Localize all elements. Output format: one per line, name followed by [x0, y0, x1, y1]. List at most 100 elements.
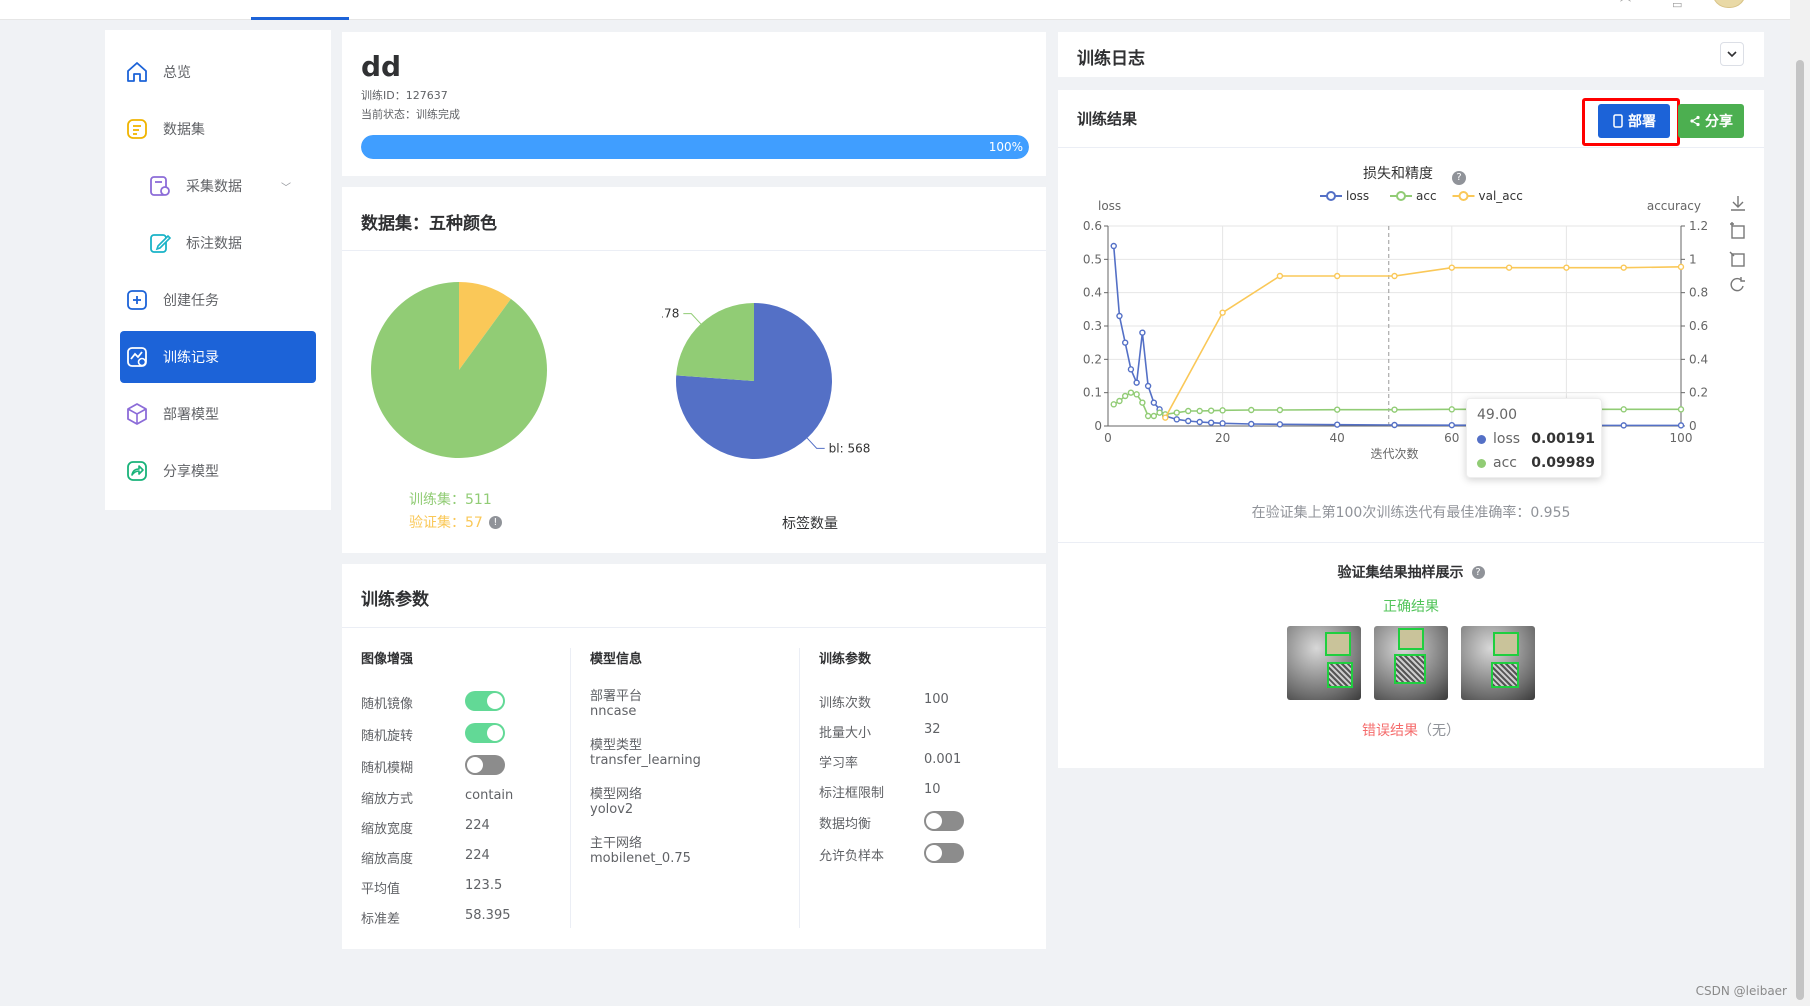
progress-fill: 100%: [361, 135, 1029, 159]
pie-slice: [676, 303, 754, 381]
acc-point: [1207, 407, 1215, 414]
loss-point: [1620, 422, 1627, 429]
samples-header: 验证集结果抽样展示 ?: [1058, 562, 1764, 582]
message-icon[interactable]: ▭: [1672, 0, 1683, 11]
sidebar-item-annotate[interactable]: 标注数据: [148, 217, 311, 269]
acc-point: [1150, 412, 1158, 420]
tooltip-row-loss: loss 0.00191: [1477, 431, 1595, 447]
negative-samples-toggle[interactable]: [924, 843, 964, 863]
acc-point: [1144, 412, 1152, 420]
training-log-card[interactable]: 训练日志: [1058, 32, 1764, 77]
divider: [1058, 147, 1764, 148]
home-icon: [125, 60, 149, 84]
phone-icon: [1613, 114, 1623, 128]
expand-log-button[interactable]: [1720, 42, 1744, 66]
page-scrollbar[interactable]: [1790, 0, 1810, 1006]
info-icon[interactable]: !: [488, 515, 502, 529]
samples-title: 验证集结果抽样展示: [1337, 565, 1464, 581]
x-tick-label: 20: [1215, 431, 1230, 445]
sidebar-item-training-records[interactable]: 训练记录: [120, 331, 316, 383]
plus-icon: [125, 288, 149, 312]
y-left-tick-label: 0.4: [1083, 286, 1102, 300]
sidebar-item-deploy-model[interactable]: 部署模型: [125, 388, 311, 440]
sidebar-item-share-model[interactable]: 分享模型: [125, 445, 311, 497]
sample-image[interactable]: [1374, 626, 1448, 700]
param-value: yolov2: [590, 802, 634, 817]
sidebar-item-label: 标注数据: [186, 236, 242, 252]
acc-point: [1620, 406, 1627, 413]
param-label: 随机旋转: [361, 729, 414, 744]
loss-point: [1276, 421, 1284, 428]
param-value: 32: [924, 722, 941, 737]
random-rotate-toggle[interactable]: [465, 723, 505, 743]
label-count-caption: 标签数量: [782, 516, 838, 532]
acc-point: [1116, 397, 1123, 405]
scrollbar-thumb[interactable]: [1796, 60, 1804, 1000]
acc-point: [1196, 407, 1203, 415]
dataset-icon: [125, 117, 149, 141]
help-icon[interactable]: ⌒: [1620, 0, 1631, 11]
y-axis-right-label: accuracy: [1647, 199, 1701, 213]
y-right-tick-label: 0.8: [1689, 286, 1708, 300]
sidebar-item-create-task[interactable]: 创建任务: [125, 274, 311, 326]
random-mirror-toggle[interactable]: [465, 691, 505, 711]
avatar[interactable]: [1712, 0, 1746, 8]
share-label: 分享: [1705, 114, 1733, 130]
acc-point: [1156, 409, 1163, 416]
sidebar-item-overview[interactable]: 总览: [125, 46, 311, 98]
job-id: 训练ID：127637: [361, 89, 448, 102]
sample-image[interactable]: [1461, 626, 1535, 700]
y-right-tick-label: 1: [1689, 252, 1697, 266]
val_acc-point: [1162, 414, 1169, 421]
param-label: 标注框限制: [819, 786, 885, 801]
param-label: 部署平台: [590, 689, 643, 704]
acc-point: [1276, 406, 1284, 414]
refresh-icon[interactable]: [1730, 277, 1745, 292]
zoom-icon[interactable]: [1730, 222, 1745, 239]
loss-point: [1248, 420, 1255, 428]
label-pie-chart: bl: 568 ye: 178: [662, 303, 870, 459]
val-count-label: 验证集：57: [409, 515, 483, 531]
acc-point: [1127, 389, 1135, 396]
param-value: 224: [465, 848, 490, 863]
param-value: nncase: [590, 704, 637, 719]
y-left-tick-label: 0.6: [1083, 219, 1102, 233]
samples-help-icon[interactable]: ?: [1471, 565, 1485, 579]
val_acc-point: [1677, 263, 1685, 271]
params-title: 训练参数: [361, 590, 429, 610]
param-label: 学习率: [819, 756, 859, 771]
chart-tooltip: 49.00 loss 0.00191 acc 0.09989: [1466, 398, 1602, 478]
data-balance-toggle[interactable]: [924, 811, 964, 831]
y-left-tick-label: 0.3: [1083, 319, 1102, 333]
y-left-tick-label: 0: [1094, 419, 1102, 433]
download-icon[interactable]: [1731, 196, 1745, 211]
job-status: 当前状态：训练完成: [361, 108, 460, 121]
param-value: contain: [465, 788, 514, 803]
sidebar-item-label: 采集数据: [186, 179, 242, 195]
param-value: 0.001: [924, 752, 962, 767]
label-leader-line: [806, 437, 825, 449]
val_acc-point: [1276, 272, 1284, 280]
chart-help-icon[interactable]: ?: [1452, 171, 1466, 185]
wrong-results-label: 错误结果: [1362, 723, 1418, 739]
y-right-tick-label: 0: [1689, 419, 1697, 433]
active-tab-indicator: [251, 17, 349, 20]
share-button[interactable]: 分享: [1678, 104, 1744, 138]
sample-image[interactable]: [1287, 626, 1361, 700]
deploy-button[interactable]: 部署: [1598, 104, 1670, 138]
sidebar-item-dataset[interactable]: 数据集: [125, 103, 311, 155]
param-label: 随机模糊: [361, 761, 414, 776]
param-label: 模型类型: [590, 738, 643, 753]
job-name: dd: [361, 50, 402, 83]
chevron-down-icon[interactable]: ﹀: [281, 182, 291, 194]
random-blur-toggle[interactable]: [465, 755, 505, 775]
loss-point: [1334, 421, 1341, 428]
pie-label: ye: 178: [662, 307, 679, 321]
results-title: 训练结果: [1077, 110, 1138, 128]
y-left-tick-label: 0.1: [1083, 386, 1102, 400]
sidebar-item-collect[interactable]: 采集数据 ﹀: [148, 160, 311, 212]
acc-point: [1391, 406, 1398, 413]
zoom-reset-icon[interactable]: [1729, 251, 1745, 267]
x-tick-label: 40: [1330, 431, 1345, 445]
y-right-tick-label: 1.2: [1689, 219, 1708, 233]
